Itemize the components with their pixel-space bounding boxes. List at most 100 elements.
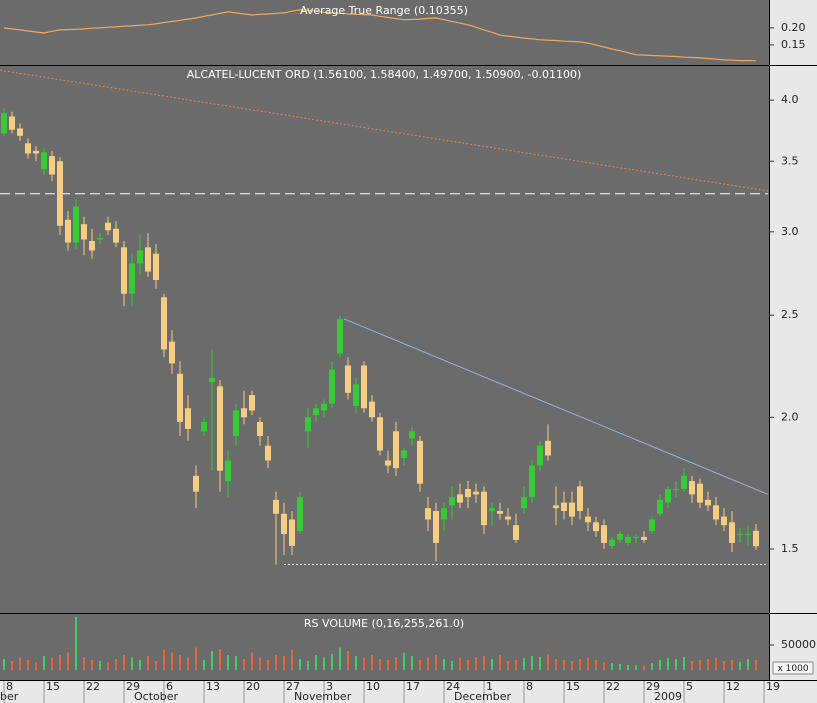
volume-bar <box>99 661 101 670</box>
atr-line <box>3 9 757 62</box>
candle-body <box>601 525 607 543</box>
marks <box>0 9 769 670</box>
candle-body <box>73 206 79 243</box>
month-label: November <box>294 690 352 703</box>
candle-body <box>593 522 599 532</box>
candle-body <box>265 445 271 461</box>
candle-body <box>329 369 335 404</box>
month-label: December <box>454 690 512 703</box>
volume-bar <box>27 660 29 670</box>
candle-body <box>249 395 255 411</box>
volume-bar <box>355 656 357 670</box>
plot-background <box>0 0 769 681</box>
candle-body <box>17 128 23 136</box>
candle-body <box>545 440 551 456</box>
candle-body <box>25 143 31 154</box>
volume-bar <box>723 661 725 670</box>
volume-bar <box>731 660 733 670</box>
candle-body <box>649 519 655 532</box>
volume-bar <box>123 655 125 670</box>
volume-bar <box>11 661 13 670</box>
volume-bar <box>651 663 653 670</box>
candle-body <box>353 384 359 407</box>
candle-body <box>89 241 95 251</box>
x-tick-label: 24 <box>446 680 460 693</box>
volume-bar <box>211 651 213 670</box>
volume-bar <box>155 661 157 670</box>
volume-bar <box>43 656 45 670</box>
candle-body <box>129 263 135 294</box>
volume-bar <box>747 659 749 670</box>
candle-body <box>505 516 511 520</box>
volume-bar <box>75 617 77 670</box>
volume-bar <box>435 655 437 670</box>
volume-bar <box>115 659 117 670</box>
volume-bar <box>83 657 85 670</box>
volume-bar <box>675 659 677 670</box>
x-tick-label: 8 <box>6 680 13 693</box>
y-tick-label: 3.0 <box>781 225 799 238</box>
volume-bar <box>531 656 533 670</box>
candle-body <box>97 237 103 240</box>
candle-body <box>201 421 207 432</box>
y-tick-label: 0.20 <box>781 21 806 34</box>
x-tick-label: 27 <box>286 680 300 693</box>
y-tick-label: 2.0 <box>781 410 799 423</box>
volume-bar <box>203 660 205 670</box>
volume-bar <box>419 660 421 670</box>
volume-bar <box>491 659 493 670</box>
volume-bar <box>235 656 237 670</box>
volume-bar <box>563 660 565 670</box>
candle-body <box>193 475 199 492</box>
volume-bar <box>195 647 197 670</box>
volume-bar <box>379 659 381 670</box>
candle-body <box>273 499 279 514</box>
candle-body <box>217 386 223 471</box>
candle-body <box>9 116 15 130</box>
month-label: October <box>134 690 178 703</box>
volume-bar <box>507 661 509 670</box>
candle-body <box>657 499 663 514</box>
candle-body <box>673 489 679 491</box>
volume-bar <box>523 658 525 670</box>
volume-bar <box>107 662 109 670</box>
volume-bar <box>739 662 741 670</box>
y-tick-label: 2.5 <box>781 308 799 321</box>
candle-body <box>113 228 119 243</box>
month-label: 2009 <box>654 690 682 703</box>
volume-bar <box>619 664 621 670</box>
x-tick-label: 10 <box>366 680 380 693</box>
volume-bar <box>187 657 189 670</box>
candle-body <box>497 510 503 514</box>
candle-body <box>513 525 519 540</box>
candle-body <box>737 533 743 535</box>
x-tick-label: 8 <box>526 680 533 693</box>
candle-body <box>337 318 343 354</box>
candle-body <box>753 530 759 547</box>
x-tick-label: 12 <box>726 680 740 693</box>
x-tick-label: 13 <box>206 680 220 693</box>
volume-bar <box>163 650 165 670</box>
candle-body <box>241 408 247 418</box>
volume-bar <box>555 659 557 670</box>
candle-body <box>145 247 151 272</box>
candle-body <box>81 224 87 240</box>
candle-body <box>441 508 447 520</box>
x-tick-label: 1 <box>486 680 493 693</box>
volume-bar <box>403 652 405 670</box>
candle-body <box>225 460 231 482</box>
volume-bar <box>699 660 701 670</box>
candle-body <box>449 497 455 506</box>
volume-bar <box>387 660 389 670</box>
volume-bar <box>251 652 253 670</box>
candle-body <box>137 250 143 264</box>
volume-bar <box>315 655 317 670</box>
candle-body <box>409 431 415 439</box>
candle-body <box>1 112 7 134</box>
volume-bar <box>395 657 397 670</box>
candle-body <box>457 494 463 503</box>
volume-bar <box>339 647 341 670</box>
candle-body <box>697 483 703 503</box>
candle-body <box>577 486 583 511</box>
